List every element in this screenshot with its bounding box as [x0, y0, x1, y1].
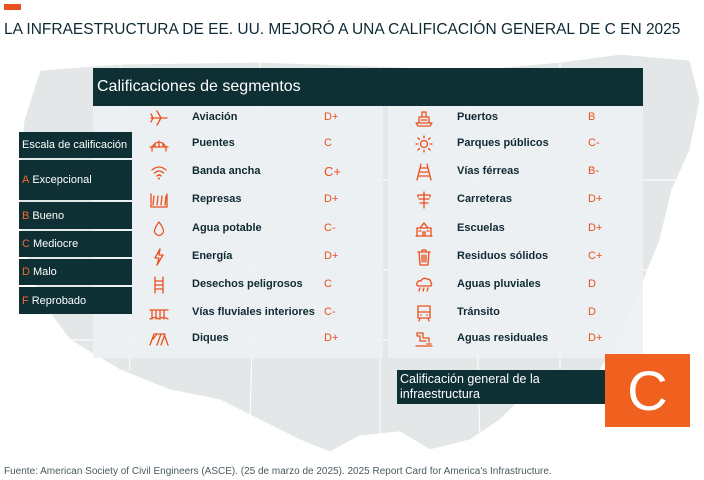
segments-header: Calificaciones de segmentos: [93, 68, 643, 106]
segment-name: Banda ancha: [192, 165, 261, 177]
scale-label: Excepcional: [32, 174, 92, 186]
grading-scale: Escala de calificación A Excepcional B B…: [19, 132, 132, 316]
segment-name: Carreteras: [457, 193, 513, 205]
scale-item-b: B Bueno: [19, 202, 132, 229]
water-drop-icon: [147, 219, 171, 239]
segments-panel-left: [93, 106, 383, 358]
segment-name: Energía: [192, 250, 233, 262]
source-note: Fuente: American Society of Civil Engine…: [4, 466, 552, 477]
scale-letter: A: [22, 174, 30, 186]
segment-grade: C+: [588, 250, 603, 262]
scale-label: Malo: [32, 266, 57, 278]
scale-label: Bueno: [32, 209, 65, 222]
scale-item-d: D Malo: [19, 259, 132, 285]
overall-grade-label: Calificación general de la infraestructu…: [397, 370, 605, 404]
school-icon: [412, 219, 436, 239]
airplane-icon: [147, 108, 171, 128]
rail-icon: [412, 162, 436, 182]
segment-name: Parques públicos: [457, 137, 549, 149]
dam-icon: [147, 190, 171, 210]
bridge-icon: [147, 134, 171, 154]
levee-icon: [147, 329, 171, 349]
scale-item-c: C Mediocre: [19, 231, 132, 257]
grading-scale-title: Escala de calificación: [19, 132, 132, 158]
segment-grade: D+: [324, 250, 339, 262]
segment-name: Diques: [192, 332, 229, 344]
road-icon: [412, 190, 436, 210]
segment-name: Residuos sólidos: [457, 250, 549, 262]
segment-grade: C-: [324, 222, 336, 234]
hazard-ladder-icon: [147, 275, 171, 295]
segment-name: Aguas residuales: [457, 332, 549, 344]
segment-grade: D+: [588, 332, 603, 344]
transit-icon: [412, 303, 436, 323]
scale-letter: F: [22, 294, 29, 307]
segment-grade: C: [324, 278, 332, 290]
scale-letter: B: [22, 209, 30, 222]
page-headline: LA INFRAESTRUCTURA DE EE. UU. MEJORÓ A U…: [4, 21, 681, 38]
segment-name: Vías fluviales interiores: [192, 306, 315, 318]
port-icon: [412, 108, 436, 128]
segment-name: Agua potable: [192, 222, 262, 234]
segment-grade: B: [588, 111, 596, 123]
wastewater-icon: [412, 329, 436, 349]
rain-cloud-icon: [412, 275, 436, 295]
segment-grade: C: [324, 137, 332, 149]
wifi-icon: [147, 162, 171, 182]
sun-icon: [412, 134, 436, 154]
segment-name: Aguas pluviales: [457, 278, 541, 290]
segment-grade: C+: [324, 164, 341, 179]
segment-name: Puertos: [457, 111, 498, 123]
segment-grade: D: [588, 306, 596, 318]
segment-name: Represas: [192, 193, 242, 205]
segment-name: Vías férreas: [457, 165, 520, 177]
segment-grade: D+: [588, 193, 603, 205]
lightning-icon: [147, 247, 171, 267]
segment-grade: C-: [324, 306, 336, 318]
scale-label: Reprobado: [31, 294, 87, 307]
overall-grade-badge: C: [605, 354, 690, 427]
segment-grade: D+: [324, 111, 339, 123]
scale-item-f: F Reprobado: [19, 287, 132, 314]
segment-grade: D+: [324, 332, 339, 344]
segment-grade: D: [588, 278, 596, 290]
scale-label: Mediocre: [32, 238, 79, 250]
segment-name: Puentes: [192, 137, 235, 149]
accent-bar: [4, 4, 21, 10]
scale-item-a: A Excepcional: [19, 160, 132, 200]
segment-name: Tránsito: [457, 306, 500, 318]
segment-name: Desechos peligrosos: [192, 278, 303, 290]
scale-letter: C: [22, 238, 30, 250]
waterway-icon: [147, 303, 171, 323]
segment-grade: C-: [588, 137, 600, 149]
segment-grade: D+: [324, 193, 339, 205]
trash-icon: [412, 247, 436, 267]
segment-name: Aviación: [192, 111, 238, 123]
segment-name: Escuelas: [457, 222, 505, 234]
segment-grade: B-: [588, 165, 599, 177]
segment-grade: D+: [588, 222, 603, 234]
scale-letter: D: [22, 266, 30, 278]
